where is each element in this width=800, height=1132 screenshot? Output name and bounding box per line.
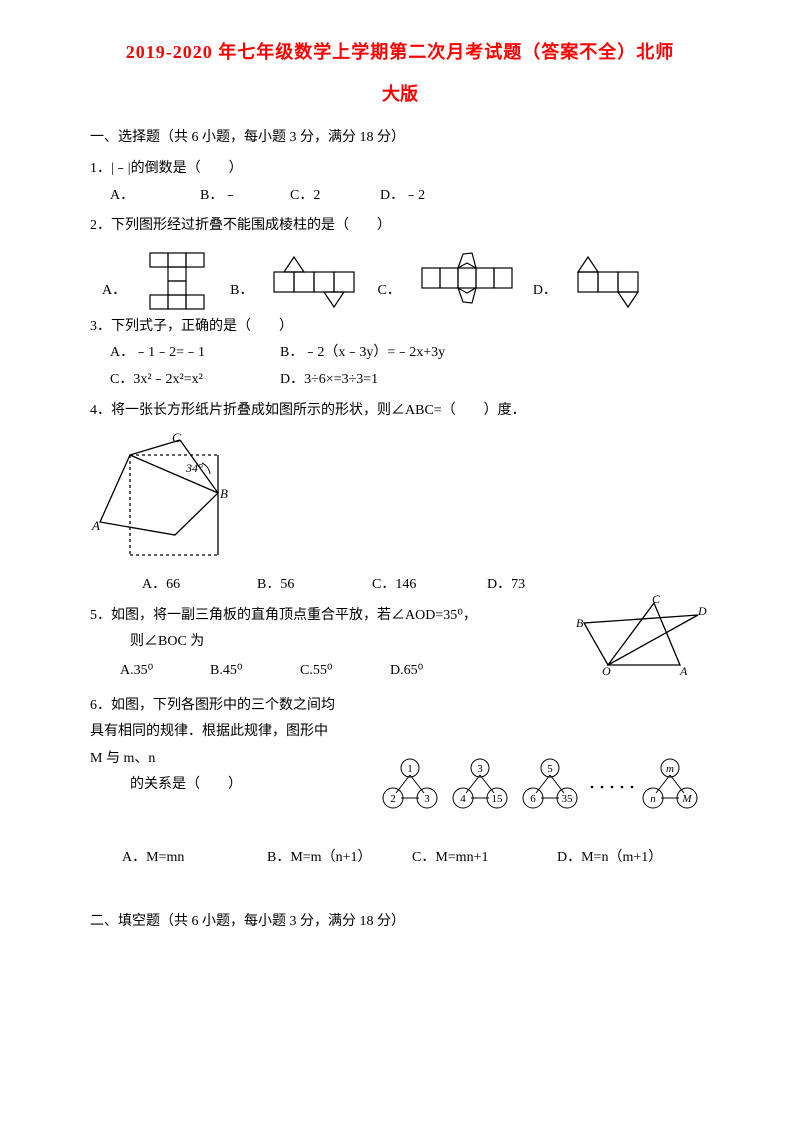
q3-row2: C．3x²﹣2x²=x² D．3÷6×=3÷3=1: [90, 367, 710, 394]
q2-opt-d: D．: [533, 278, 557, 305]
svg-text:3: 3: [424, 793, 430, 805]
q6-opt-b: B．M=m（n+1）: [267, 845, 412, 872]
svg-text:D: D: [697, 604, 707, 618]
q5-opt-a: A.35⁰: [120, 658, 210, 685]
section-2-heading: 二、填空题（共 6 小题，每小题 3 分，满分 18 分）: [90, 909, 710, 936]
q3-opt-d: D．3÷6×=3÷3=1: [280, 367, 378, 394]
q6-opt-d: D．M=n（m+1）: [557, 845, 702, 872]
q2-stem: 2．下列图形经过折叠不能围成棱柱的是（ ）: [90, 213, 710, 240]
svg-text:B: B: [576, 616, 584, 630]
q1-opt-d: D．﹣2: [380, 183, 470, 210]
q2-net-c-icon: [417, 246, 517, 310]
q6-options: A．M=mn B．M=m（n+1） C．M=mn+1 D．M=n（m+1）: [90, 845, 710, 872]
q5-opt-d: D.65⁰: [390, 658, 480, 685]
title-line-1: 2019-2020 年七年级数学上学期第二次月考试题（答案不全）北师: [90, 35, 710, 69]
q1-opt-a: A．: [110, 183, 200, 210]
title-line-2: 大版: [90, 77, 710, 111]
q4-opt-a: A．66: [142, 572, 257, 599]
q3-opt-a: A．﹣1﹣2=﹣1: [110, 340, 280, 367]
svg-text:2: 2: [390, 793, 396, 805]
svg-text:A: A: [679, 664, 688, 678]
q2-net-b-icon: [269, 254, 361, 310]
q4-fold-icon: 34° C B A: [90, 430, 240, 570]
q1-stem: 1．|﹣|的倒数是（ ）: [90, 156, 710, 183]
q5-stem: 5．如图，将一副三角板的直角顶点重合平放，若∠AOD=35⁰，: [90, 603, 560, 630]
q6-opt-a: A．M=mn: [122, 845, 267, 872]
q5-stem2: 则∠BOC 为: [90, 629, 560, 656]
svg-text:34°: 34°: [185, 461, 203, 475]
q4-figure: 34° C B A: [90, 430, 710, 570]
q6-stem: 6．如图，下列各图形中的三个数之间均具有相同的规律．根据此规律，图形中 M 与 …: [90, 693, 340, 773]
q5-options: A.35⁰ B.45⁰ C.55⁰ D.65⁰: [90, 658, 560, 685]
q5-triangle-boards-icon: O A B C D: [570, 593, 710, 679]
svg-text:3: 3: [477, 763, 483, 775]
q3-opt-c: C．3x²﹣2x²=x²: [110, 367, 280, 394]
q6-pattern-icon: 1 2 3 3 4 15 5 6 35 m n M: [380, 753, 710, 813]
q1-options: A． B．﹣ C．2 D．﹣2: [90, 183, 710, 210]
q5-opt-c: C.55⁰: [300, 658, 390, 685]
q2-net-d-icon: [573, 254, 649, 310]
q4-opt-b: B．56: [257, 572, 372, 599]
q2-opt-b: B．: [230, 278, 253, 305]
section-1-heading: 一、选择题（共 6 小题，每小题 3 分，满分 18 分）: [90, 125, 710, 152]
q2-opt-a: A．: [102, 278, 126, 305]
q3-stem: 3．下列式子，正确的是（ ）: [90, 314, 710, 341]
q2-opt-c: C．: [377, 278, 400, 305]
q4-opt-c: C．146: [372, 572, 487, 599]
svg-text:1: 1: [407, 763, 413, 775]
q5-figure: O A B C D: [570, 593, 710, 679]
svg-text:n: n: [650, 793, 656, 805]
svg-text:M: M: [681, 793, 692, 805]
svg-text:O: O: [602, 664, 611, 678]
svg-text:6: 6: [530, 793, 536, 805]
svg-text:B: B: [220, 486, 228, 501]
q6-stem2: 的关系是（ ）: [90, 772, 340, 799]
svg-text:15: 15: [492, 793, 504, 805]
svg-text:C: C: [172, 430, 181, 445]
q5-opt-b: B.45⁰: [210, 658, 300, 685]
svg-text:5: 5: [547, 763, 553, 775]
svg-text:4: 4: [460, 793, 466, 805]
q2-options: A． B． C． D．: [90, 246, 710, 310]
svg-text:m: m: [666, 763, 674, 775]
svg-text:C: C: [652, 593, 661, 606]
svg-text:35: 35: [562, 793, 574, 805]
q3-row1: A．﹣1﹣2=﹣1 B．﹣2（x﹣3y）=﹣2x+3y: [90, 340, 710, 367]
q4-stem: 4．将一张长方形纸片折叠成如图所示的形状，则∠ABC=（ ）度．: [90, 398, 710, 425]
q1-opt-b: B．﹣: [200, 183, 290, 210]
svg-text:A: A: [91, 518, 100, 533]
q6-opt-c: C．M=mn+1: [412, 845, 557, 872]
q3-opt-b: B．﹣2（x﹣3y）=﹣2x+3y: [280, 340, 445, 367]
q1-opt-c: C．2: [290, 183, 380, 210]
q2-net-a-icon: [142, 248, 214, 310]
